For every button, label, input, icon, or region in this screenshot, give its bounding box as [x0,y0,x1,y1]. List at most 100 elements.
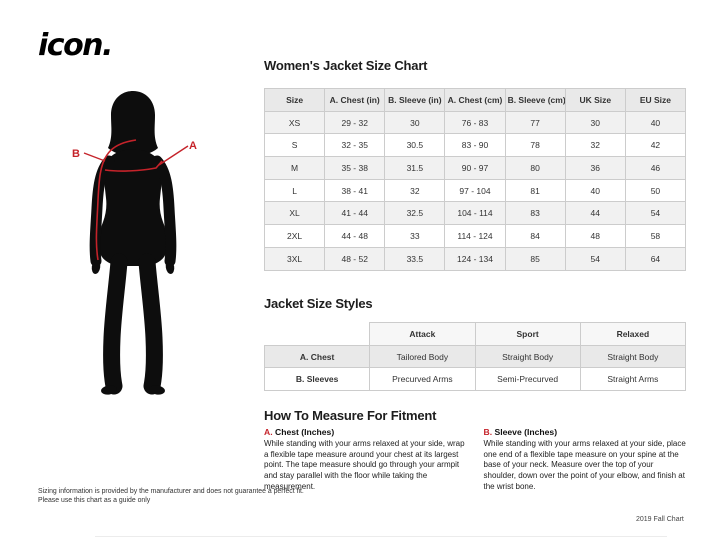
table-cell: 83 [504,201,566,226]
column-header: UK Size [564,88,626,112]
female-silhouette [89,91,177,395]
sleeve-label-b: B [72,148,80,160]
table-cell: 114 - 124 [444,224,506,248]
table-cell: 36 [564,156,626,180]
table-row: M 35 - 38 31.5 90 - 97 80 36 46 [263,156,687,180]
table-cell: Straight Body [474,344,581,369]
sizing-disclaimer: Sizing information is provided by the ma… [38,488,304,505]
measure-sleeve-prefix: B. [483,427,493,437]
table-row: XS 29 - 32 30 76 - 83 77 30 40 [263,110,687,135]
table-cell: 97 - 104 [444,178,506,203]
table-cell: 58 [624,224,687,248]
column-header: B. Sleeve (in) [384,88,446,112]
label-a-pointer-line [158,145,189,166]
table-cell: 32 [564,133,626,158]
table-cell: 32 - 35 [324,133,386,158]
chest-label-a: A [189,140,197,152]
table-cell: Precurved Arms [369,367,476,392]
table-cell: Straight Body [579,344,687,369]
size-chart-title: Women's Jacket Size Chart [264,58,428,73]
column-header: B. Sleeve (cm) [504,88,566,112]
table-cell: XL [263,201,326,226]
disclaimer-line-1: Sizing information is provided by the ma… [38,488,304,495]
chest-measurement-line [104,160,163,172]
table-cell: 77 [504,110,566,135]
table-cell: 44 - 48 [324,224,386,248]
table-cell: Tailored Body [369,344,476,369]
table-cell: 48 - 52 [324,246,386,271]
size-chart-table: Size A. Chest (in) B. Sleeve (in) A. Chest … [263,88,687,271]
column-header: Size [263,88,326,112]
table-row: 2XL 44 - 48 33 114 - 124 84 48 58 [263,224,687,248]
table-cell: 40 [624,110,687,135]
table-cell: 50 [624,178,687,203]
chart-edition: 2019 Fall Chart [636,516,684,523]
measure-item-chest: A. Chest (Inches) While standing with yo… [264,427,467,492]
table-cell: 80 [504,156,566,180]
icon-logo-graphic: icon. [38,28,113,63]
table-cell: 29 - 32 [324,110,386,135]
measure-sleeve-text: While standing with your arms relaxed at… [483,439,686,491]
column-header: Sport [474,322,581,346]
column-header: A. Chest (cm) [444,88,506,112]
table-cell: 78 [504,133,566,158]
table-cell: 32 [384,178,446,203]
column-header: Relaxed [579,322,687,346]
table-cell: XS [263,110,326,135]
style-chart-table: Attack Sport Relaxed A. Chest Tailored Body S… [263,322,687,392]
table-cell: 32.5 [384,201,446,226]
table-cell: 31.5 [384,156,446,180]
measure-chest-prefix: A. [264,427,273,437]
table-cell: 64 [624,246,687,271]
table-cell: 48 [564,224,626,248]
column-header: A. Chest (in) [324,88,386,112]
table-cell: S [263,133,326,158]
table-cell: 85 [504,246,566,271]
table-cell: 90 - 97 [444,156,506,180]
female-silhouette-graphic: A B [72,91,197,395]
table-header-row: Attack Sport Relaxed [265,322,687,346]
table-header-row: Size A. Chest (in) B. Sleeve (in) A. Chest … [263,88,687,112]
bottom-divider [95,536,667,537]
table-cell: Semi-Precurved [474,367,581,392]
table-cell: 30 [564,110,626,135]
measure-chest-text: While standing with your arms relaxed at… [264,439,465,491]
table-cell: 30 [384,110,446,135]
table-cell: L [263,178,326,203]
table-cell: 2XL [263,224,326,248]
style-chart-title: Jacket Size Styles [264,296,373,311]
table-cell: Straight Arms [579,367,687,392]
icon-logo-text: icon. [38,28,112,62]
table-cell: 54 [624,201,687,226]
table-row: B. Sleeves Precurved Arms Semi-Precurved St… [263,367,687,392]
measure-chest-heading: A. Chest (Inches) [264,427,467,437]
table-cell: 81 [504,178,566,203]
measure-instructions: A. Chest (Inches) While standing with yo… [264,427,686,492]
icon-logo: icon. [36,28,154,67]
sleeve-measurement-line [95,139,137,261]
measure-sleeve-heading: B. Sleeve (Inches) [484,427,687,437]
table-row: XL 41 - 44 32.5 104 - 114 83 44 54 [263,201,687,226]
table-cell: 40 [564,178,626,203]
column-header: Attack [369,322,476,346]
table-cell: 124 - 134 [444,246,506,271]
column-header [265,323,370,346]
table-row: L 38 - 41 32 97 - 104 81 40 50 [263,178,687,203]
table-cell: 35 - 38 [324,156,386,180]
measure-chest-label: Chest (Inches) [274,427,335,437]
table-cell: 33.5 [384,246,446,271]
table-row: A. Chest Tailored Body Straight Body Straig… [263,344,687,369]
table-cell: B. Sleeves [263,367,371,392]
table-cell: 38 - 41 [324,178,386,203]
table-cell: 83 - 90 [444,133,506,158]
table-row: 3XL 48 - 52 33.5 124 - 134 85 54 64 [263,246,687,271]
table-cell: 3XL [263,246,326,271]
measure-section-title: How To Measure For Fitment [264,408,437,423]
measurement-lines [83,139,189,261]
table-cell: 41 - 44 [324,201,386,226]
table-row: S 32 - 35 30.5 83 - 90 78 32 42 [263,133,687,158]
table-cell: M [263,156,326,180]
disclaimer-line-2: Please use this chart as a guide only [38,496,151,504]
measure-sleeve-label: Sleeve (Inches) [494,427,558,437]
